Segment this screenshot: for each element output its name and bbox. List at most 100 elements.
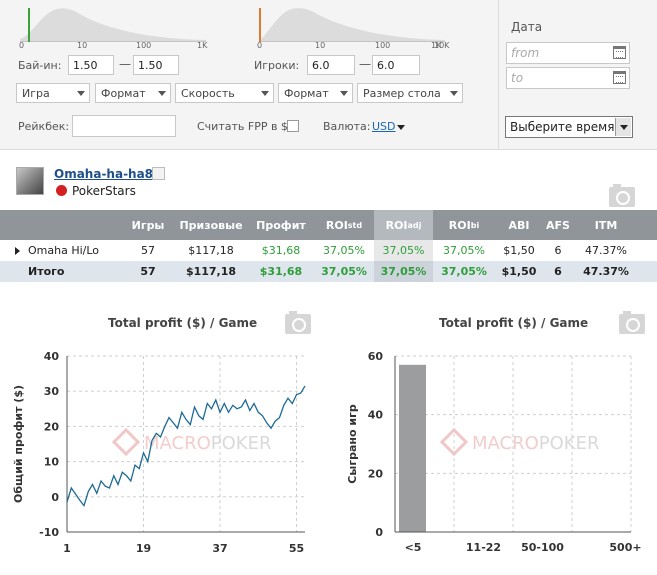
rakeback-input[interactable] <box>72 115 176 137</box>
y-tick-label: 60 <box>368 350 384 363</box>
buyin-dash: — <box>119 57 131 71</box>
camera-icon[interactable] <box>285 311 311 334</box>
right-chart-title: Total profit ($) / Game <box>439 316 589 330</box>
currency-chevron-icon[interactable] <box>397 125 405 130</box>
camera-icon[interactable] <box>609 184 635 207</box>
avatar <box>16 167 44 195</box>
speed-select[interactable]: Скорость <box>175 83 274 103</box>
col-profit[interactable]: Профит <box>256 218 306 232</box>
rakeback-label: Рейкбек: <box>18 120 70 133</box>
y-axis-title: Общий профит ($) <box>12 385 25 503</box>
date-to-input[interactable]: to <box>506 67 630 89</box>
row-roi-adj: 37,05% <box>374 240 433 261</box>
y-tick-label: 30 <box>44 385 60 398</box>
table-row-total: Итого 57 $117,18 $31,68 37,05% 37,05% 37… <box>0 261 657 282</box>
date-from-placeholder: from <box>511 46 540 60</box>
chevron-down-icon <box>261 91 269 96</box>
total-name: Итого <box>28 265 65 278</box>
row-itm: 47.37% <box>585 244 627 257</box>
buyin-label: Бай-ин: <box>18 59 62 72</box>
buyin-from-input[interactable] <box>68 55 114 75</box>
watermark-part-b: POKER <box>210 433 272 454</box>
col-roi-bi[interactable]: ROI bi <box>433 210 495 240</box>
currency-label: Валюта: <box>323 120 371 133</box>
total-roi-std: 37,05% <box>321 265 367 278</box>
buyin-histogram-svg <box>20 8 206 42</box>
expand-arrow-icon[interactable] <box>15 247 20 255</box>
calendar-icon[interactable] <box>613 71 626 84</box>
profit-line-chart: 40 30 20 10 0 -10 1 19 37 55 Общий профит ($) <box>12 350 306 555</box>
x-tick-label: 50-100 <box>521 541 564 554</box>
format2-select-value: Формат <box>284 87 329 100</box>
dropdown-arrow-icon[interactable] <box>615 118 631 136</box>
players-label: Игроки: <box>254 59 300 72</box>
col-roi-bi-label: ROI <box>448 218 471 232</box>
profit-series-line <box>66 385 306 507</box>
filter-panel: 0 10 100 1K 0 10 100 1K 10K Бай-ин: — Иг… <box>0 0 657 150</box>
currency-dropdown[interactable]: USD <box>372 120 396 133</box>
y-tick-label: -10 <box>39 526 59 539</box>
format2-select[interactable]: Формат <box>278 83 353 103</box>
buyin-tick: 0 <box>19 41 25 50</box>
col-roi-adj-label: ROI <box>385 218 408 232</box>
players-tick: 100 <box>375 41 391 50</box>
row-prizes: $117,18 <box>188 244 234 257</box>
players-tick: 10 <box>315 41 326 50</box>
total-itm: 47.37% <box>583 265 629 278</box>
date-label: Дата <box>511 20 543 34</box>
total-roi-bi: 37,05% <box>441 265 487 278</box>
copy-icon[interactable] <box>152 167 165 180</box>
col-prizes[interactable]: Призовые <box>179 218 243 232</box>
total-roi-adj: 37,05% <box>374 261 433 282</box>
room-name: PokerStars <box>72 184 136 198</box>
calendar-icon[interactable] <box>613 46 626 59</box>
col-roi-bi-sup: bi <box>470 220 480 230</box>
watermark-part-b: POKER <box>538 433 600 454</box>
watermark-part-a: MACRO <box>144 433 211 454</box>
col-games[interactable]: Игры <box>131 218 165 232</box>
player-name-link[interactable]: Omaha-ha-ha8 <box>54 167 154 181</box>
col-afs[interactable]: AFS <box>546 218 570 232</box>
col-roi-std-label: ROI <box>325 218 348 232</box>
buyin-tick: 100 <box>136 41 152 50</box>
format-select[interactable]: Формат <box>95 83 171 103</box>
col-roi-std-sup: std <box>347 220 363 230</box>
x-tick-label: 11-22 <box>466 541 501 554</box>
players-to-input[interactable] <box>372 55 420 75</box>
col-abi[interactable]: ABI <box>508 218 530 232</box>
row-name: Omaha Hi/Lo <box>28 244 100 257</box>
chevron-down-icon <box>158 91 166 96</box>
table-row[interactable]: Omaha Hi/Lo 57 $117,18 $31,68 37,05% 37,… <box>0 240 657 261</box>
date-to-placeholder: to <box>511 71 524 85</box>
pokerstars-icon <box>56 185 67 196</box>
time-select[interactable]: Выберите время <box>505 116 633 138</box>
fpp-checkbox[interactable] <box>287 120 299 132</box>
game-select[interactable]: Игра <box>16 83 90 103</box>
chevron-down-icon <box>77 91 85 96</box>
row-roi-bi: 37,05% <box>443 244 485 257</box>
players-tick: 0 <box>257 41 263 50</box>
total-games: 57 <box>140 265 156 278</box>
table-size-select[interactable]: Размер стола <box>357 83 463 103</box>
x-tick-label: 37 <box>212 542 227 555</box>
y-tick-label: 40 <box>44 350 60 363</box>
time-select-value: Выберите время <box>510 120 615 134</box>
date-from-input[interactable]: from <box>506 42 630 64</box>
players-from-input[interactable] <box>307 55 355 75</box>
col-itm[interactable]: ITM <box>594 218 618 232</box>
buyin-tick: 10 <box>77 41 88 50</box>
players-histogram-svg <box>259 8 445 42</box>
buyin-to-input[interactable] <box>133 55 179 75</box>
x-tick-label: <5 <box>405 541 422 554</box>
total-prizes: $117,18 <box>185 265 237 278</box>
buyin-histogram[interactable] <box>20 6 206 42</box>
players-histogram[interactable] <box>259 6 445 42</box>
col-roi-adj[interactable]: ROI adj <box>374 210 433 240</box>
camera-icon[interactable] <box>619 311 645 334</box>
col-roi-std[interactable]: ROI std <box>314 210 374 240</box>
col-roi-adj-sup: adj <box>407 220 422 230</box>
row-afs: 6 <box>554 244 562 257</box>
y-tick-label: 20 <box>368 467 384 480</box>
row-roi-std: 37,05% <box>323 244 365 257</box>
players-tick: 1K <box>431 41 442 50</box>
